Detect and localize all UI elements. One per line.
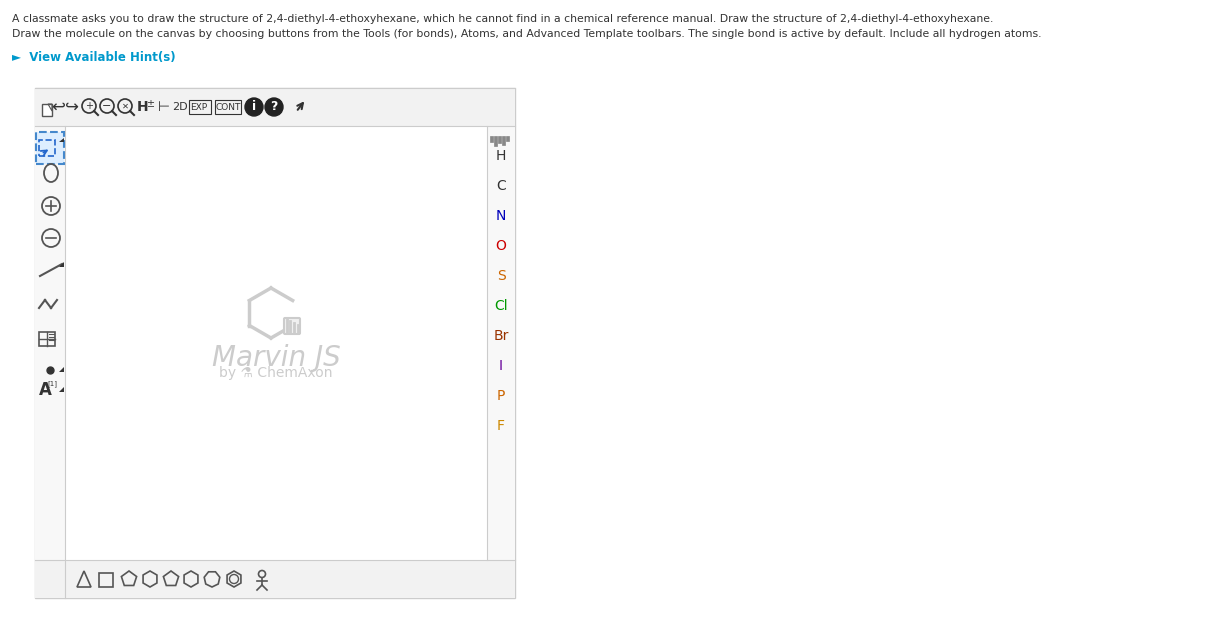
Bar xyxy=(34,560,515,598)
Text: ±: ± xyxy=(146,99,154,109)
Text: Marvin JS: Marvin JS xyxy=(212,344,341,372)
Circle shape xyxy=(245,98,263,116)
Text: ✕: ✕ xyxy=(122,102,128,111)
Polygon shape xyxy=(59,367,64,372)
Text: I: I xyxy=(499,359,503,373)
Text: by ⚗ ChemAxon: by ⚗ ChemAxon xyxy=(219,366,332,380)
Polygon shape xyxy=(59,138,64,142)
Text: H: H xyxy=(137,100,149,114)
Text: ↪: ↪ xyxy=(65,98,79,116)
Bar xyxy=(502,136,505,145)
Text: F: F xyxy=(497,419,505,433)
Text: −: − xyxy=(102,101,112,111)
Text: ►  View Available Hint(s): ► View Available Hint(s) xyxy=(12,51,176,64)
FancyBboxPatch shape xyxy=(284,318,300,334)
Bar xyxy=(494,136,497,146)
Bar xyxy=(39,140,55,156)
Text: O: O xyxy=(496,239,506,253)
Text: ↩: ↩ xyxy=(50,98,65,116)
Polygon shape xyxy=(59,387,64,392)
Text: H: H xyxy=(496,149,506,163)
Text: [1]: [1] xyxy=(47,381,57,387)
Text: A classmate asks you to draw the structure of 2,4-diethyl-4-ethoxyhexane, which : A classmate asks you to draw the structu… xyxy=(12,14,993,24)
Text: Br: Br xyxy=(494,329,508,343)
Bar xyxy=(42,104,52,116)
Text: i: i xyxy=(252,100,256,114)
Text: 2D: 2D xyxy=(172,102,187,112)
Bar xyxy=(34,88,515,126)
Text: S: S xyxy=(496,269,506,283)
Bar xyxy=(190,100,211,114)
Text: CONT: CONT xyxy=(215,102,241,112)
Text: EXP: EXP xyxy=(190,102,207,112)
Bar xyxy=(34,88,515,598)
Bar xyxy=(215,100,241,114)
Bar xyxy=(499,136,501,143)
Text: P: P xyxy=(497,389,505,403)
Text: ?: ? xyxy=(271,100,278,114)
Bar xyxy=(98,573,113,587)
Text: Draw the molecule on the canvas by choosing buttons from the Tools (for bonds), : Draw the molecule on the canvas by choos… xyxy=(12,29,1041,39)
Bar xyxy=(39,332,55,346)
Circle shape xyxy=(265,98,283,116)
Text: ⊢: ⊢ xyxy=(158,100,170,114)
Polygon shape xyxy=(59,262,64,267)
Text: A: A xyxy=(38,381,52,399)
Bar xyxy=(506,136,508,141)
Bar xyxy=(36,132,64,164)
Bar xyxy=(490,136,492,142)
Text: C: C xyxy=(496,179,506,193)
Text: N: N xyxy=(496,209,506,223)
Bar xyxy=(487,126,515,560)
Text: Cl: Cl xyxy=(494,299,508,313)
Bar xyxy=(34,126,65,598)
Text: +: + xyxy=(85,101,94,111)
